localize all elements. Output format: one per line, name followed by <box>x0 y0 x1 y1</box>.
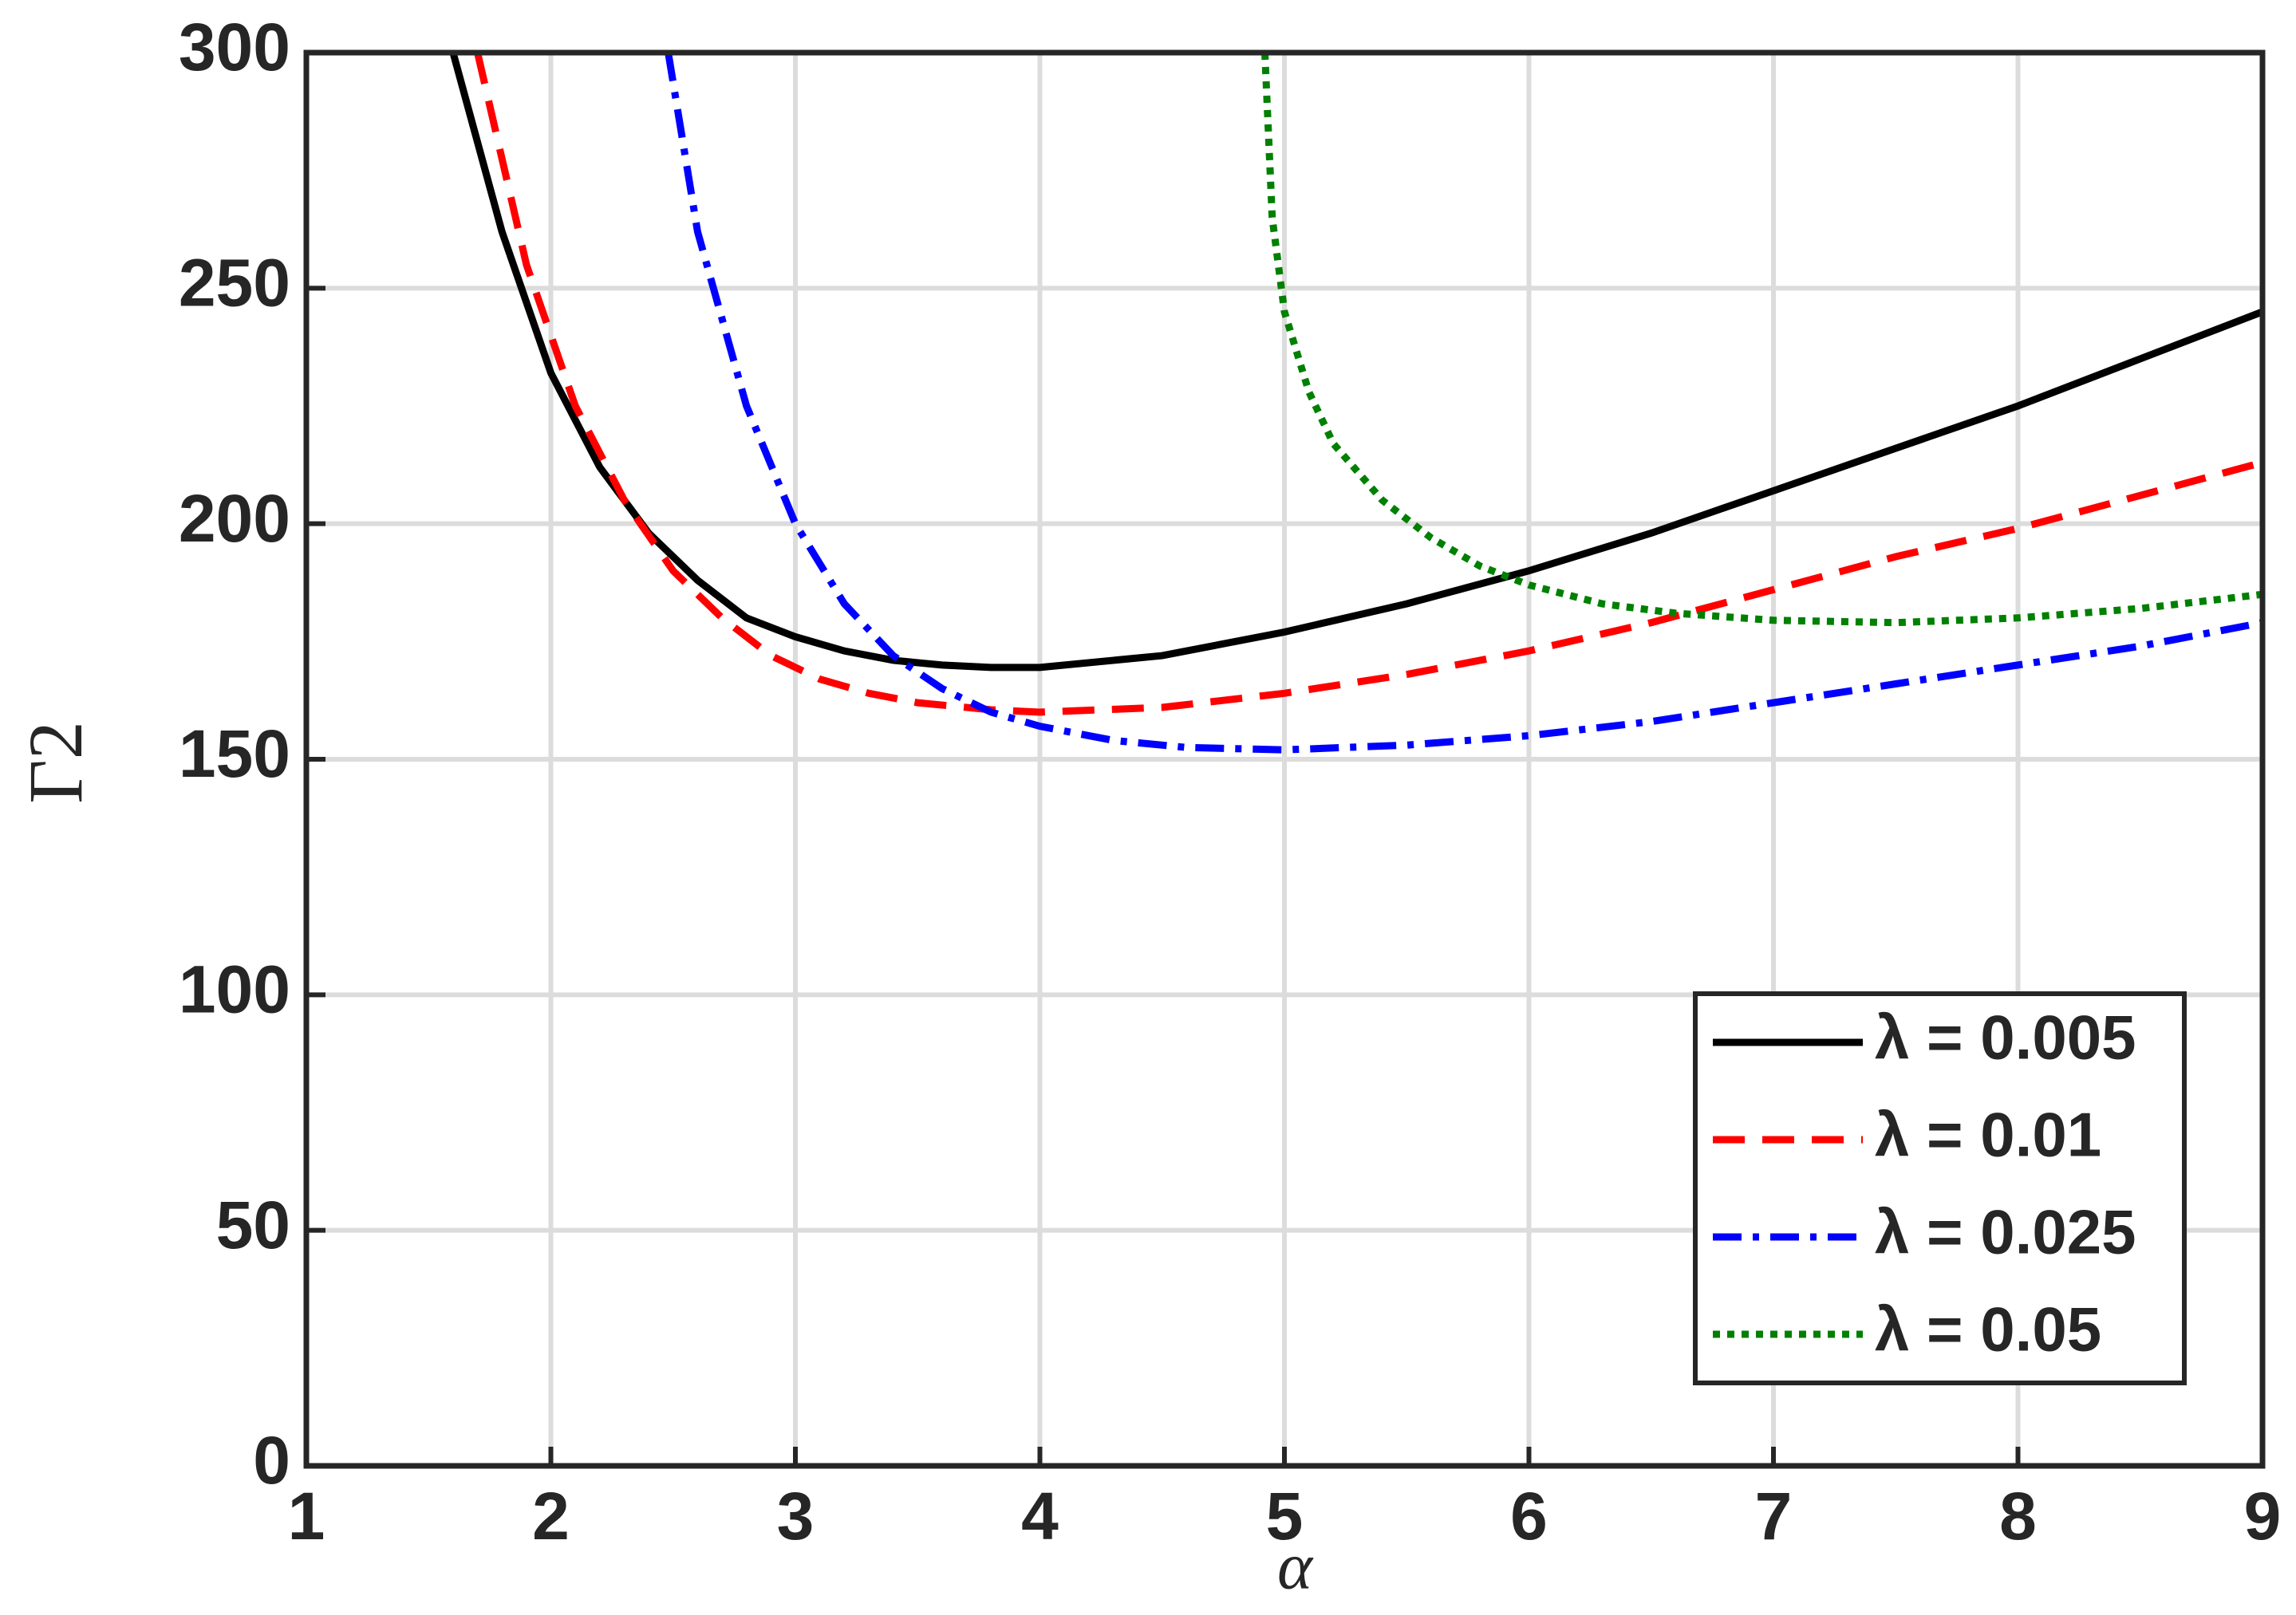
series-line <box>665 53 2262 754</box>
legend-box <box>1693 991 2187 1385</box>
y-tick-label: 250 <box>179 246 290 321</box>
y-tick-label: 0 <box>253 1423 290 1498</box>
x-tick-label: 8 <box>1999 1479 2037 1554</box>
x-tick-label: 7 <box>1755 1479 1793 1554</box>
x-tick-label: 2 <box>532 1479 570 1554</box>
x-tick-label: 9 <box>2244 1479 2282 1554</box>
x-tick-label: 6 <box>1510 1479 1548 1554</box>
y-tick-label: 50 <box>216 1188 290 1262</box>
x-tick-label: 5 <box>1266 1479 1304 1554</box>
y-axis-label: Γ2 <box>13 721 98 804</box>
y-tick-label: 300 <box>179 10 290 85</box>
x-axis-label: α <box>1277 1529 1314 1603</box>
series-line <box>449 53 2262 672</box>
legend-label: λ = 0.01 <box>1875 1100 2101 1170</box>
axes-box <box>303 49 2266 1469</box>
x-tick-label: 1 <box>288 1479 325 1554</box>
legend-label: λ = 0.025 <box>1875 1197 2136 1267</box>
x-tick-label: 3 <box>777 1479 815 1554</box>
series-line <box>1260 53 2262 627</box>
x-tick-label: 4 <box>1021 1479 1059 1554</box>
y-tick-label: 200 <box>179 481 290 556</box>
legend-label: λ = 0.05 <box>1875 1294 2101 1365</box>
y-tick-label: 100 <box>179 952 290 1027</box>
series-line <box>474 53 2262 716</box>
y-tick-label: 150 <box>179 716 290 791</box>
legend-label: λ = 0.005 <box>1875 1002 2136 1073</box>
